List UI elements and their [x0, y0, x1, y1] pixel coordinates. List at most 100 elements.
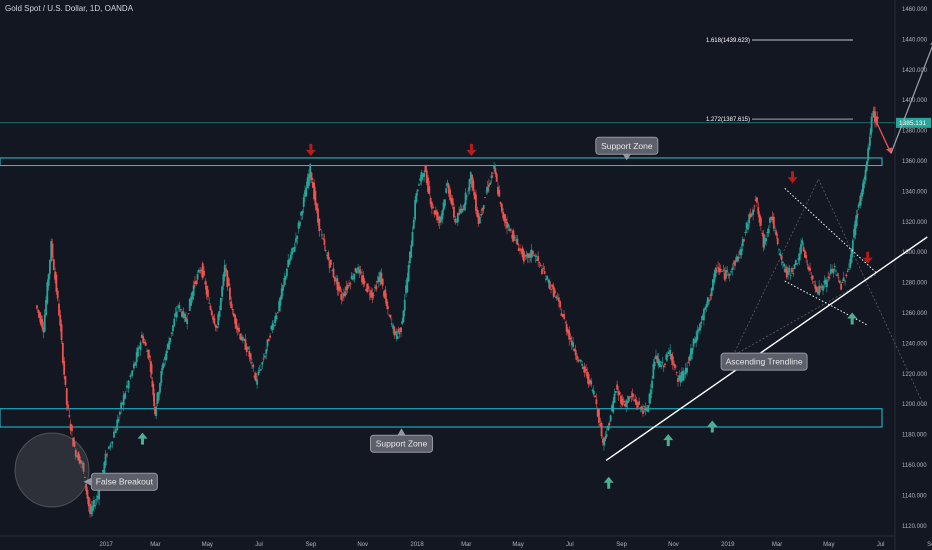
x-tick-label: 2018 — [410, 542, 424, 548]
candle-body — [655, 355, 657, 360]
candle-body — [310, 172, 313, 181]
candle-body — [731, 267, 734, 270]
candle-body — [730, 271, 732, 273]
candle-body — [578, 359, 581, 361]
candle-body — [47, 274, 50, 286]
y-axis-panel — [895, 0, 932, 550]
candle-body — [678, 375, 681, 380]
candle-body — [280, 288, 283, 300]
candle-body — [699, 323, 701, 331]
candle-body — [665, 354, 668, 360]
projection-down-line — [874, 119, 892, 154]
candle-body — [826, 279, 828, 288]
candle-body — [747, 223, 749, 230]
candle-body — [131, 370, 134, 376]
candle-body — [517, 248, 520, 252]
candle-body — [161, 364, 164, 371]
x-tick-label: Mar — [461, 542, 471, 548]
candle-body — [51, 243, 54, 257]
candle-body — [433, 210, 436, 215]
y-tick-label: 1280.000 — [902, 281, 928, 287]
up-arrow-icon — [707, 420, 718, 433]
candle-body — [617, 391, 620, 396]
candle-body — [561, 314, 564, 318]
candle-body — [793, 264, 796, 270]
x-tick-label: 2017 — [100, 542, 114, 548]
candle-body — [701, 315, 704, 321]
candle-body — [210, 310, 213, 316]
candle-body — [282, 284, 284, 291]
candle-body — [647, 405, 650, 412]
candle-body — [49, 259, 51, 274]
candle-body — [465, 195, 468, 197]
candle-body — [780, 255, 783, 260]
candle-body — [488, 184, 490, 187]
candle-body — [719, 268, 722, 271]
candle-body — [875, 116, 877, 118]
candle-body — [254, 373, 257, 381]
candle-body — [612, 400, 615, 413]
candle-body — [190, 296, 192, 306]
candle-body — [184, 316, 187, 322]
candle-body — [871, 115, 874, 117]
candle-body — [263, 355, 266, 358]
candle-body — [227, 278, 230, 286]
candle-body — [371, 292, 374, 298]
callout-pointer — [397, 428, 406, 436]
candle-body — [438, 216, 441, 224]
pattern-guide-line — [727, 179, 819, 367]
candle-body — [445, 188, 448, 193]
candle-body — [636, 404, 639, 408]
candle-body — [831, 268, 833, 272]
candle-body — [82, 463, 85, 472]
candle-body — [546, 276, 549, 280]
candle-body — [718, 268, 721, 273]
candle-body — [292, 247, 295, 250]
down-arrow-icon — [862, 251, 873, 264]
candle-body — [218, 311, 221, 317]
candle-body — [767, 228, 770, 234]
candle-body — [810, 276, 813, 278]
candle-body — [414, 200, 416, 220]
candle-body — [864, 169, 867, 181]
candle-body — [87, 497, 90, 507]
x-tick-label: May — [823, 542, 834, 548]
callout-pointer — [622, 154, 631, 161]
candle-body — [758, 214, 761, 223]
candle-body — [521, 247, 524, 258]
candle-body — [771, 216, 774, 220]
candle-body — [350, 275, 353, 280]
candle-body — [556, 297, 559, 299]
candle-body — [248, 350, 251, 357]
candle-body — [482, 205, 485, 209]
candle-body — [219, 297, 222, 311]
candle-body — [522, 251, 525, 262]
candle-body — [820, 287, 823, 289]
candle-body — [437, 217, 440, 221]
candle-body — [139, 342, 142, 351]
candle-body — [217, 313, 220, 326]
y-tick-label: 1240.000 — [902, 341, 928, 347]
candle-body — [621, 398, 624, 406]
candle-body — [288, 259, 291, 265]
y-tick-label: 1260.000 — [902, 311, 928, 317]
candle-body — [652, 363, 655, 379]
candle-body — [454, 218, 457, 223]
candle-body — [400, 327, 402, 333]
candle-body — [355, 270, 358, 274]
candle-body — [589, 379, 591, 384]
candle-body — [276, 311, 279, 313]
candle-body — [209, 305, 212, 310]
candle-body — [548, 281, 551, 289]
candle-body — [855, 215, 858, 227]
candle-body — [55, 274, 58, 292]
candle-body — [794, 260, 797, 265]
candle-body — [234, 314, 236, 324]
candle-body — [762, 233, 765, 248]
candle-body — [785, 267, 788, 278]
y-tick-label: 1400.000 — [902, 98, 928, 104]
candle-body — [245, 346, 248, 352]
candle-body — [377, 277, 380, 282]
candle-body — [39, 315, 42, 325]
